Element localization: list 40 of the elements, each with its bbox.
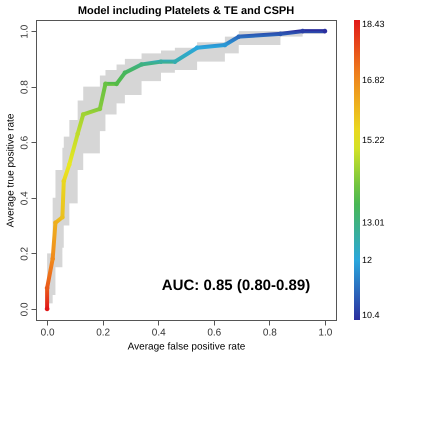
chart-title: Model including Platelets & TE and CSPH — [78, 5, 294, 17]
x-tick-label: 0.8 — [262, 328, 278, 338]
point — [300, 28, 306, 34]
x-tick-label: 0.2 — [96, 328, 111, 338]
point — [278, 32, 283, 36]
point — [44, 306, 50, 312]
y-tick-label: 0.2 — [20, 246, 30, 261]
x-axis-title: Average false positive rate — [128, 342, 246, 352]
point — [66, 162, 72, 167]
y-tick-label: 0.0 — [20, 302, 30, 316]
color-bar-label: 16.82 — [362, 75, 385, 86]
point — [322, 28, 328, 34]
point — [172, 59, 178, 64]
y-tick-label: 0.4 — [20, 190, 30, 206]
y-tick-label: 0.8 — [20, 80, 30, 94]
point — [222, 42, 228, 48]
annotation: AUC: 0.85 (0.80-0.89) — [162, 277, 310, 294]
point — [139, 62, 144, 67]
point — [50, 256, 56, 262]
point — [75, 132, 80, 136]
point — [80, 112, 86, 117]
color-bar-label: 15.22 — [362, 134, 385, 145]
x-tick-label: 0.0 — [40, 328, 55, 338]
point — [194, 45, 200, 50]
color-bar-label: 10.4 — [362, 310, 380, 320]
y-tick-label: 0.6 — [20, 135, 30, 150]
point — [122, 70, 128, 76]
y-tick-label: 1.0 — [20, 24, 30, 39]
point — [114, 82, 119, 86]
x-tick-label: 1.0 — [318, 328, 333, 338]
color-bar-label: 13.01 — [362, 217, 385, 228]
y-axis-title: Average true positive rate — [6, 113, 16, 228]
point — [44, 286, 50, 290]
x-tick-label: 0.6 — [207, 328, 222, 338]
x-tick-label: 0.4 — [152, 328, 166, 338]
point — [158, 59, 164, 64]
color-bar-label: 12 — [362, 255, 372, 266]
point — [236, 34, 242, 40]
point — [98, 106, 102, 112]
color-bar-label: 18.43 — [362, 19, 385, 29]
